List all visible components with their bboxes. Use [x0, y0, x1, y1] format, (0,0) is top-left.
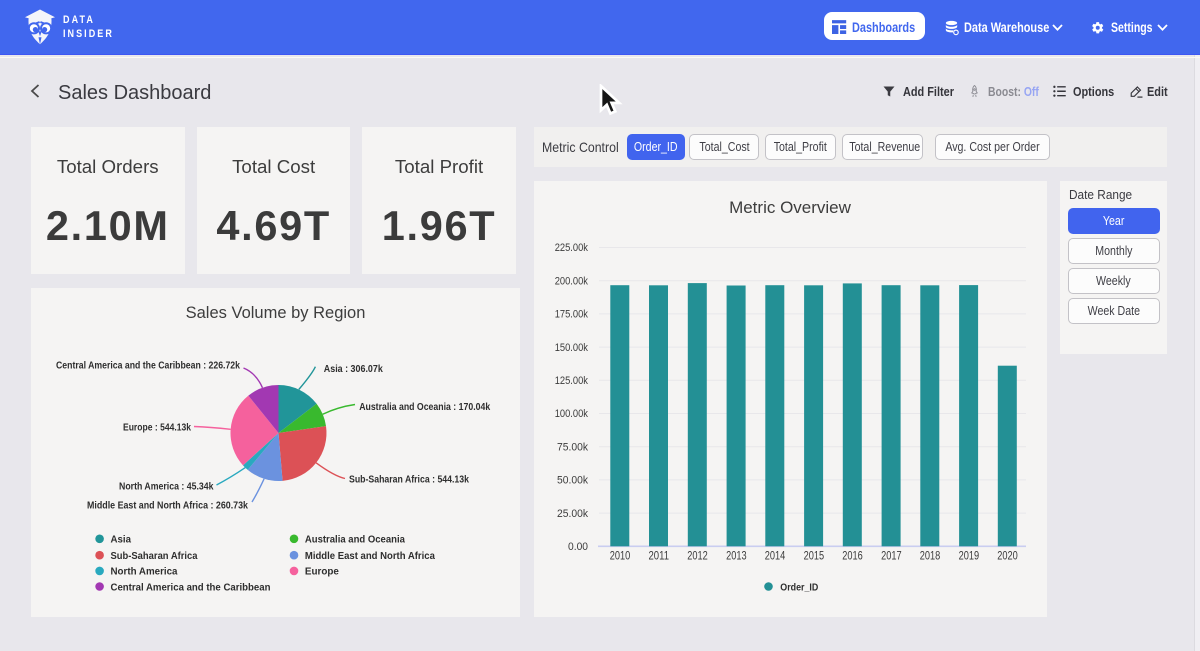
svg-text:225.00k: 225.00k	[555, 242, 589, 254]
svg-text:Sub-Saharan Africa: Sub-Saharan Africa	[111, 550, 198, 562]
svg-text:Order_ID: Order_ID	[780, 581, 818, 593]
svg-text:Asia: Asia	[111, 534, 132, 546]
svg-text:25.00k: 25.00k	[557, 507, 588, 519]
svg-text:Asia : 306.07k: Asia : 306.07k	[324, 363, 383, 375]
svg-text:Europe : 544.13k: Europe : 544.13k	[123, 421, 191, 433]
svg-text:2012: 2012	[687, 550, 708, 562]
svg-text:150.00k: 150.00k	[555, 341, 589, 353]
svg-text:2019: 2019	[959, 550, 980, 562]
svg-text:Central America and the Caribb: Central America and the Caribbean : 226.…	[56, 360, 240, 372]
svg-text:2016: 2016	[842, 550, 863, 562]
svg-text:100.00k: 100.00k	[555, 408, 589, 420]
svg-text:2010: 2010	[610, 550, 631, 562]
svg-text:Europe: Europe	[305, 566, 339, 578]
svg-text:2015: 2015	[804, 550, 825, 562]
svg-text:2017: 2017	[881, 550, 902, 562]
svg-text:200.00k: 200.00k	[555, 275, 589, 287]
svg-text:2013: 2013	[726, 550, 747, 562]
svg-text:Australia and Oceania : 170.04: Australia and Oceania : 170.04k	[359, 401, 490, 413]
svg-text:125.00k: 125.00k	[555, 375, 589, 387]
svg-text:75.00k: 75.00k	[557, 441, 588, 453]
svg-text:2018: 2018	[920, 550, 941, 562]
svg-text:50.00k: 50.00k	[557, 474, 588, 486]
svg-text:Central America and the Caribb: Central America and the Caribbean	[111, 581, 271, 593]
svg-text:Middle East and North Africa :: Middle East and North Africa : 260.73k	[87, 499, 248, 511]
svg-text:2011: 2011	[649, 550, 670, 562]
svg-text:175.00k: 175.00k	[555, 308, 589, 320]
svg-text:2014: 2014	[765, 550, 786, 562]
svg-text:Australia and Oceania: Australia and Oceania	[305, 534, 405, 546]
svg-text:0.00: 0.00	[568, 541, 588, 553]
svg-text:North America: North America	[111, 566, 178, 578]
svg-text:North America : 45.34k: North America : 45.34k	[119, 481, 214, 493]
svg-text:2020: 2020	[997, 550, 1018, 562]
svg-text:Sub-Saharan Africa : 544.13k: Sub-Saharan Africa : 544.13k	[349, 474, 469, 486]
svg-text:Middle East and North Africa: Middle East and North Africa	[305, 550, 435, 562]
